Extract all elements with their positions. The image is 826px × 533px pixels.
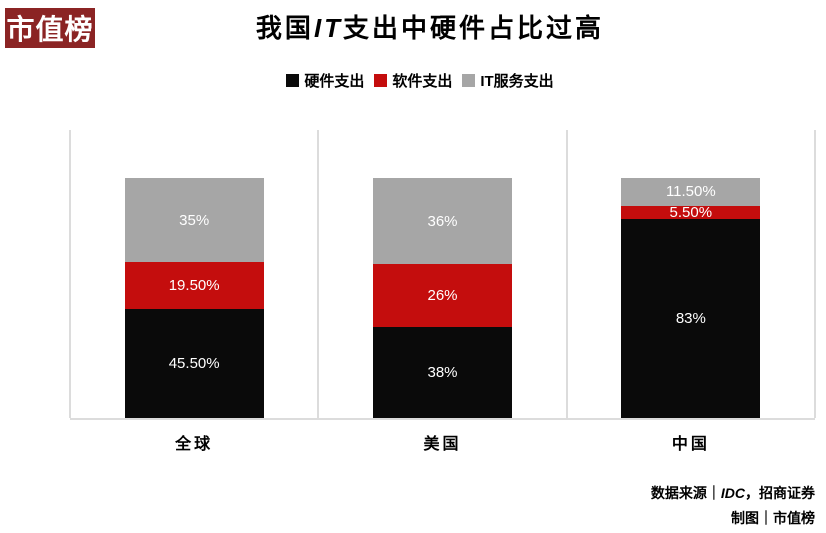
segment-value-label: 36% xyxy=(427,212,458,230)
segment-value-label: 83% xyxy=(675,309,706,327)
stacked-bar-2: 38% 26% 36% xyxy=(373,178,512,418)
chart-title-it: IT xyxy=(313,13,344,43)
source-line-2: 制图｜市值榜 xyxy=(731,510,815,526)
bar-segment: 35% xyxy=(124,178,264,263)
chart-title-prefix: 我国 xyxy=(255,13,314,43)
segment-value-label: 45.50% xyxy=(168,354,220,372)
category-label: 中国 xyxy=(671,436,710,453)
bar-segment: 5.50% xyxy=(621,203,761,221)
legend-swatch-software xyxy=(374,74,388,87)
segment-value-label: 35% xyxy=(179,211,210,229)
plot-area: 45.50% 19.50% 35% 全球 38% 26% 36% 美国 83% 5.50% 11.5… xyxy=(69,130,816,453)
source-line-1-idc: IDC xyxy=(720,485,745,501)
bar-segment: 36% xyxy=(373,178,512,265)
legend-item-services: IT服务支出 xyxy=(462,70,554,91)
category-label: 全球 xyxy=(175,436,214,453)
legend-swatch-hardware xyxy=(286,74,300,87)
legend: 硬件支出 软件支出 IT服务支出 xyxy=(0,70,826,91)
bar-segment: 38% xyxy=(373,326,512,418)
legend-item-software: 软件支出 xyxy=(374,70,452,91)
legend-item-hardware: 硬件支出 xyxy=(286,70,364,91)
segment-value-label: 5.50% xyxy=(669,203,713,221)
bar-segment: 19.50% xyxy=(124,262,264,309)
chart-title-suffix: 支出中硬件占比过高 xyxy=(343,13,605,43)
category-gridline xyxy=(317,130,320,418)
legend-swatch-services xyxy=(462,74,476,87)
segment-value-label: 38% xyxy=(427,363,458,381)
legend-label-services: IT服务支出 xyxy=(480,73,554,90)
source-line-1: 数据来源｜IDC，招商证券 xyxy=(651,481,815,506)
chart-title: 我国IT支出中硬件占比过高 xyxy=(0,8,826,45)
shizhibang-logo: 市值榜 xyxy=(5,8,95,48)
source-line-1-suffix: ，招商证券 xyxy=(745,485,815,501)
segment-value-label: 11.50% xyxy=(665,183,716,201)
source-line-1-prefix: 数据来源｜ xyxy=(650,485,721,501)
stacked-bar-3: 83% 5.50% 11.50% xyxy=(621,178,761,418)
bar-segment: 11.50% xyxy=(621,178,761,206)
legend-label-hardware: 硬件支出 xyxy=(304,73,365,90)
category-gridline xyxy=(814,130,816,418)
source-note: 数据来源｜IDC，招商证券 制图｜市值榜 xyxy=(651,481,815,531)
bar-segment: 26% xyxy=(373,264,512,327)
segment-value-label: 26% xyxy=(427,287,458,305)
bar-segment: 45.50% xyxy=(124,308,264,418)
category-gridline xyxy=(69,130,71,418)
bar-segment: 83% xyxy=(621,218,761,418)
stacked-bar-1: 45.50% 19.50% 35% xyxy=(124,178,264,418)
category-gridline xyxy=(565,130,568,418)
category-label: 美国 xyxy=(423,436,462,453)
segment-value-label: 19.50% xyxy=(168,276,220,294)
legend-label-software: 软件支出 xyxy=(392,73,453,90)
